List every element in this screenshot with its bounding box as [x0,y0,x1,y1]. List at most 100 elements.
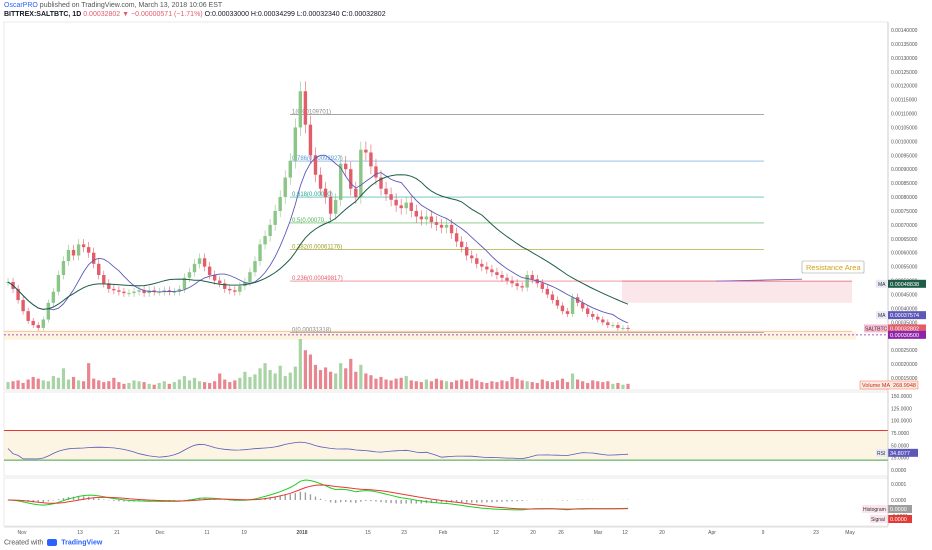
volume-bar [293,366,297,389]
candle-body [258,244,262,262]
rsi-tick: 50.0000 [891,443,909,449]
price-tag: MA [878,282,886,288]
candle-body [470,255,474,259]
candle-body [56,274,61,292]
candle-body [464,247,469,256]
histogram-tag: Histogram [863,507,886,513]
time-tick: 19 [241,530,247,536]
tradingview-link[interactable]: TradingView [61,539,103,547]
volume-bar [61,368,66,389]
volume-bar [258,368,262,389]
fib-label: 0.382(0.00061176) [292,244,342,250]
candle-body [308,124,313,156]
candle-body [61,261,66,275]
histogram-bar [496,500,498,503]
candle-body [127,293,131,295]
price-tick: 0.00140000 [891,28,918,34]
candle-body [16,288,20,301]
volume-bar [606,381,610,389]
histogram-bar [72,496,75,500]
histogram-bar [355,500,357,503]
volume-ma-box [859,380,919,390]
candle-body [515,283,519,287]
volume-bar [414,381,418,389]
publish-info: published on TradingView.com, March 13, … [39,2,223,9]
price-tick: 0.00070000 [891,223,918,229]
time-tick: 12 [493,530,499,536]
candle-body [389,194,393,200]
author-link[interactable]: OscarPRO [4,2,38,9]
volume-bar [82,381,86,389]
candle-body [51,291,56,303]
volume-bar [424,379,428,389]
time-tick: Mar [594,530,603,536]
rsi-value: 34.8077 [890,451,910,457]
histogram-bar [37,500,39,503]
candle-body [228,288,232,291]
candle-body [611,325,615,327]
candle-body [273,210,277,225]
volume-bar [611,383,615,389]
volume-bar [218,373,222,389]
histogram-bar [395,500,397,504]
candle-body [439,224,444,228]
candle-body [283,177,287,198]
volume-bar [616,382,620,389]
candle-body [107,283,111,289]
price-tick: 0.00125000 [891,70,918,76]
candle-body [197,258,202,264]
volume-bar [97,380,101,389]
histogram-bar [118,500,120,502]
histogram-bar [360,500,362,502]
histogram-bar [42,500,44,503]
candle-body [97,263,101,275]
ma-fast-line [7,154,629,324]
candle-body [142,290,146,294]
candle-body [530,274,534,280]
candle-body [374,166,378,178]
volume-bar [122,383,126,389]
signal-value-box [888,515,912,523]
annotations: Resistance Area [715,260,865,282]
candle-body [36,325,40,328]
histogram-bar [329,500,332,503]
volume-bar [26,379,30,389]
volume-bar [439,380,444,389]
candle-body [490,269,494,273]
volume-bar [11,381,15,389]
price-axis[interactable]: 0.00140000 0.00135000 0.00130000 0.00125000… [859,22,926,526]
candle-body [137,290,141,292]
candle-body [338,163,343,200]
price-tick: 0.00015000 [891,376,918,382]
histogram-bar [491,500,493,503]
rsi-tick: 125.0000 [891,406,912,412]
time-tick: 20 [659,530,665,536]
time-axis[interactable]: Nov 13 21 Dec 11 19 2018 15 23 Feb 12 20 26 Mar 12 20 Ap… [4,526,888,536]
volume-bar [177,379,181,389]
histogram-bar [435,500,438,503]
ohlc-values: O:0.00033000 H:0.00034299 L:0.00032340 C… [204,11,386,18]
histogram-bar [521,500,523,501]
histogram-bar [309,494,312,500]
price-tick: 0.00090000 [891,167,918,173]
price-tag-box [876,311,888,320]
candle-body [207,266,212,275]
histogram-bar [460,500,463,503]
volume-bar [510,376,514,389]
candle-body [520,286,524,288]
volume-bar [409,380,413,389]
time-tick: 21 [114,530,120,536]
price-tick: 0.00105000 [891,125,918,131]
histogram-bar [334,500,337,504]
volume-bar [344,368,348,389]
candle-body [112,288,116,291]
volume-bar [565,382,570,389]
price-label-box [888,279,926,288]
rsi-tag-box [876,448,888,457]
price-label-box [888,330,926,339]
candle-body [288,160,292,178]
histogram-bar [82,496,85,500]
candle-body [21,300,25,312]
histogram-bar [390,500,392,504]
